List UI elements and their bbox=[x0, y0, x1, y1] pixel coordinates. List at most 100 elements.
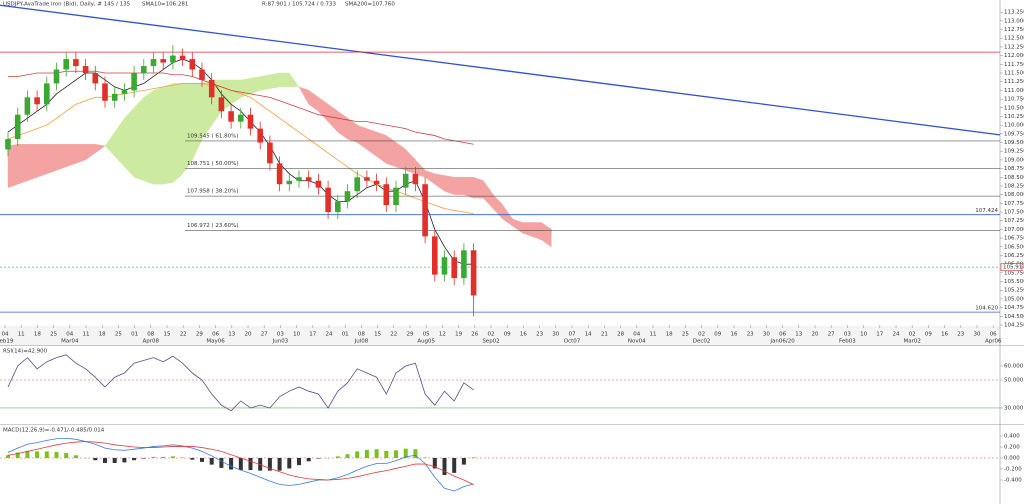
x-tick-label: 30 bbox=[974, 332, 981, 338]
cloud-segment bbox=[269, 72, 281, 89]
x-month-label: Mar02 bbox=[904, 339, 921, 345]
y-tick-label: 0.000 bbox=[1004, 456, 1020, 462]
fib-label: 109.545 ( 61.80%) bbox=[187, 133, 239, 139]
macd-histogram-bar bbox=[452, 458, 457, 473]
candle-body bbox=[354, 177, 360, 192]
x-tick-label: 27 bbox=[828, 332, 835, 338]
candle-body bbox=[441, 257, 448, 275]
y-tick-label: 113.000 bbox=[1004, 18, 1024, 24]
cloud-segment bbox=[56, 144, 67, 171]
cloud-segment bbox=[133, 96, 145, 182]
y-tick-label: 108.500 bbox=[1004, 175, 1024, 181]
macd-histogram-bar bbox=[248, 458, 253, 471]
y-tick-label: 0.200 bbox=[1004, 445, 1020, 451]
macd-histogram-bar bbox=[132, 458, 137, 461]
candle-body bbox=[296, 177, 302, 181]
candle-body bbox=[432, 236, 438, 275]
y-tick-label: 0.400 bbox=[1004, 434, 1020, 440]
macd-histogram-bar bbox=[219, 458, 224, 468]
fib-label: 107.958 ( 38.20%) bbox=[187, 189, 239, 195]
candle-body bbox=[422, 184, 428, 237]
y-tick-label: 104.750 bbox=[1004, 305, 1024, 311]
candle-body bbox=[451, 257, 457, 279]
header-values: R:87.901 / 105.724 / 0.733 bbox=[262, 2, 336, 8]
x-tick-label: 11 bbox=[650, 332, 657, 338]
candle-body bbox=[179, 55, 186, 60]
macd-histogram-bar bbox=[151, 456, 156, 459]
macd-histogram-bar bbox=[267, 458, 272, 471]
y-tick-label: 110.000 bbox=[1004, 123, 1024, 129]
x-tick-label: 22 bbox=[180, 332, 187, 338]
y-tick-label: 111.750 bbox=[1004, 62, 1024, 68]
candle-body bbox=[121, 90, 128, 94]
candle-body bbox=[73, 59, 79, 67]
y-tick-label: 106.500 bbox=[1004, 244, 1024, 250]
y-tick-label: 112.000 bbox=[1004, 53, 1024, 59]
trendline bbox=[0, 4, 1001, 136]
y-tick-label: 106.250 bbox=[1004, 253, 1024, 259]
header-sma200: SMA200=107.760 bbox=[345, 2, 395, 8]
y-tick-label: 60.000 bbox=[1004, 364, 1024, 370]
y-tick-label: 107.000 bbox=[1004, 227, 1024, 233]
x-tick-label: 17 bbox=[876, 332, 883, 338]
macd-histogram-bar bbox=[54, 451, 59, 459]
x-tick-label: 13 bbox=[795, 332, 802, 338]
y-tick-label: -0.400 bbox=[1004, 477, 1022, 483]
candle-body bbox=[257, 128, 263, 143]
candle-body bbox=[170, 55, 176, 63]
candle-body bbox=[470, 250, 477, 296]
x-tick-label: 23 bbox=[747, 332, 754, 338]
x-tick-label: 27 bbox=[261, 332, 268, 338]
candle-body bbox=[325, 187, 331, 213]
x-month-label: Sep02 bbox=[482, 339, 499, 345]
y-tick-label: 112.750 bbox=[1004, 27, 1024, 33]
candle-body bbox=[199, 69, 205, 80]
macd-histogram-bar bbox=[335, 456, 340, 459]
x-month-label: May06 bbox=[206, 339, 225, 345]
macd-histogram-bar bbox=[170, 456, 175, 459]
x-month-label: Feb19 bbox=[0, 339, 14, 345]
x-tick-label: 06 bbox=[990, 332, 997, 338]
x-tick-label: 04 bbox=[66, 332, 73, 338]
y-tick-label: 108.250 bbox=[1004, 183, 1024, 189]
x-tick-label: 05 bbox=[423, 332, 430, 338]
y-tick-label: 106.750 bbox=[1004, 236, 1024, 242]
price-tag: 107.424 bbox=[975, 208, 998, 214]
candle-body bbox=[335, 201, 341, 213]
candle-body bbox=[208, 79, 215, 98]
x-month-label: Oct07 bbox=[564, 339, 581, 345]
macd-histogram-bar bbox=[73, 455, 78, 459]
x-tick-label: 24 bbox=[893, 332, 900, 338]
macd-histogram-bar bbox=[345, 454, 350, 459]
x-tick-label: 01 bbox=[342, 332, 349, 338]
candle-body bbox=[44, 83, 50, 105]
x-tick-label: 19 bbox=[455, 332, 462, 338]
macd-histogram-bar bbox=[35, 451, 40, 459]
cloud-segment bbox=[7, 144, 19, 188]
x-tick-label: 25 bbox=[50, 332, 57, 338]
y-tick-label: 112.250 bbox=[1004, 44, 1024, 50]
macd-histogram-bar bbox=[306, 458, 311, 462]
macd-histogram-bar bbox=[423, 457, 428, 459]
cloud-segment bbox=[172, 83, 184, 183]
y-tick-label: 105.500 bbox=[1004, 279, 1024, 285]
x-month-label: Jul08 bbox=[354, 339, 369, 345]
x-tick-label: 22 bbox=[390, 332, 397, 338]
candle-body bbox=[24, 97, 31, 115]
candle-body bbox=[412, 173, 419, 185]
x-month-label: Aug05 bbox=[417, 339, 435, 345]
header-symbol: USDJPY-AvaTrade Iron (Bid), Daily, # 145… bbox=[3, 2, 131, 8]
y-tick-label: 109.500 bbox=[1004, 140, 1024, 146]
y-tick-label: 108.000 bbox=[1004, 192, 1024, 198]
y-tick-label: 110.250 bbox=[1004, 114, 1024, 120]
x-tick-label: 17 bbox=[309, 332, 316, 338]
candle-body bbox=[238, 114, 244, 122]
y-tick-label: 110.500 bbox=[1004, 105, 1024, 111]
cloud-segment bbox=[36, 144, 48, 178]
x-tick-label: 29 bbox=[407, 332, 414, 338]
candle-body bbox=[102, 83, 108, 101]
macd-histogram-bar bbox=[374, 449, 379, 459]
macd-histogram-bar bbox=[112, 458, 117, 463]
candle-body bbox=[461, 250, 467, 279]
cloud-segment bbox=[492, 194, 504, 220]
